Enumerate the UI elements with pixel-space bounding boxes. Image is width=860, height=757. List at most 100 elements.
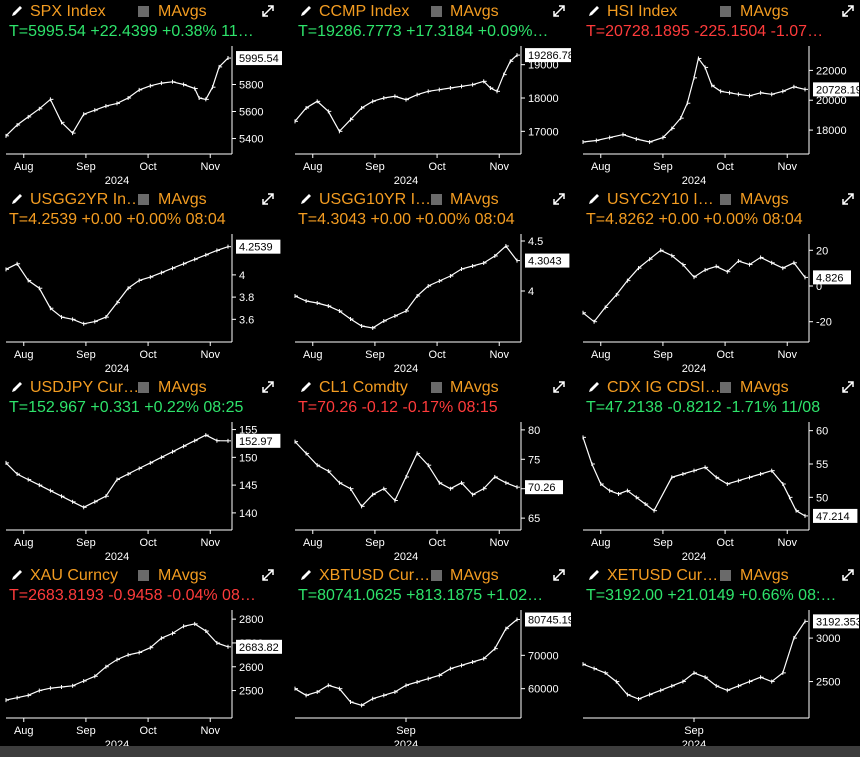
mavgs-checkbox[interactable] bbox=[431, 6, 442, 17]
chart-panel[interactable]: USGG2YR In… MAvgs T=4.2539 +0.00 +0.00% 08… bbox=[0, 190, 282, 375]
mavgs-label[interactable]: MAvgs bbox=[740, 567, 789, 584]
pencil-icon[interactable] bbox=[587, 4, 601, 18]
year-label: 2024 bbox=[105, 363, 129, 372]
chart-panel[interactable]: USDJPY Cur… MAvgs T=152.967 +0.331 +0.22% … bbox=[0, 378, 282, 563]
expand-icon[interactable] bbox=[841, 192, 855, 206]
ticker-label[interactable]: CDX IG CDSI… bbox=[607, 379, 721, 396]
pencil-icon[interactable] bbox=[299, 4, 313, 18]
panel-header: USGG2YR In… MAvgs bbox=[0, 190, 282, 210]
x-tick-label: Nov bbox=[200, 161, 220, 173]
expand-icon[interactable] bbox=[552, 380, 566, 394]
expand-icon[interactable] bbox=[552, 568, 566, 582]
mavgs-checkbox[interactable] bbox=[720, 6, 731, 17]
pencil-icon[interactable] bbox=[10, 568, 24, 582]
pencil-icon[interactable] bbox=[10, 380, 24, 394]
y-tick-label: 3.6 bbox=[239, 314, 254, 326]
year-label: 2024 bbox=[394, 175, 418, 184]
chart-panel[interactable]: USGG10YR I… MAvgs T=4.3043 +0.00 +0.00% 08… bbox=[289, 190, 571, 375]
mavgs-label[interactable]: MAvgs bbox=[158, 567, 207, 584]
expand-icon[interactable] bbox=[261, 380, 275, 394]
x-tick-label: Oct bbox=[717, 161, 734, 173]
ticker-label[interactable]: XAU Curncy bbox=[30, 567, 119, 584]
mavgs-label[interactable]: MAvgs bbox=[450, 379, 499, 396]
panel-header: USGG10YR I… MAvgs bbox=[289, 190, 571, 210]
chart-panel[interactable]: HSI Index MAvgs T=20728.1895 -225.1504 -1.… bbox=[577, 2, 859, 187]
y-tick-label: 155 bbox=[239, 425, 257, 437]
pencil-icon[interactable] bbox=[10, 192, 24, 206]
mavgs-checkbox[interactable] bbox=[138, 570, 149, 581]
mavgs-checkbox[interactable] bbox=[138, 6, 149, 17]
mavgs-checkbox[interactable] bbox=[431, 382, 442, 393]
last-price-text: 4.3043 bbox=[528, 256, 562, 268]
last-price-text: 2683.82 bbox=[239, 642, 279, 654]
last-price-box bbox=[236, 239, 281, 254]
expand-icon[interactable] bbox=[841, 4, 855, 18]
ticker-label[interactable]: USGG2YR In… bbox=[30, 191, 143, 208]
pencil-icon[interactable] bbox=[299, 192, 313, 206]
pencil-icon[interactable] bbox=[587, 380, 601, 394]
y-tick-label: 2500 bbox=[816, 677, 840, 689]
pencil-icon[interactable] bbox=[587, 192, 601, 206]
expand-icon[interactable] bbox=[552, 192, 566, 206]
price-series-line bbox=[582, 621, 806, 700]
mavgs-checkbox[interactable] bbox=[138, 194, 149, 205]
mavgs-label[interactable]: MAvgs bbox=[450, 3, 499, 20]
chart-panel[interactable]: CL1 Comdty MAvgs T=70.26 -0.12 -0.17% 08:1… bbox=[289, 378, 571, 563]
chart-panel[interactable]: CDX IG CDSI… MAvgs T=47.2138 -0.8212 -1.71… bbox=[577, 378, 859, 563]
ticker-label[interactable]: HSI Index bbox=[607, 3, 678, 20]
mavgs-label[interactable]: MAvgs bbox=[740, 3, 789, 20]
expand-icon[interactable] bbox=[841, 380, 855, 394]
mavgs-label[interactable]: MAvgs bbox=[740, 379, 789, 396]
x-tick-label: Nov bbox=[777, 537, 797, 549]
chart-panel[interactable]: USYC2Y10 I… MAvgs T=4.8262 +0.00 +0.00% 08… bbox=[577, 190, 859, 375]
x-tick-label: Sep bbox=[365, 349, 385, 361]
last-price-label: 4.2539 bbox=[236, 239, 281, 254]
expand-icon[interactable] bbox=[841, 568, 855, 582]
mavgs-label[interactable]: MAvgs bbox=[158, 3, 207, 20]
panel-header: USYC2Y10 I… MAvgs bbox=[577, 190, 859, 210]
price-series-line bbox=[294, 54, 518, 133]
ticker-label[interactable]: XBTUSD Cur… bbox=[319, 567, 431, 584]
ticker-label[interactable]: XETUSD Cur… bbox=[607, 567, 719, 584]
chart-panel[interactable]: XBTUSD Cur… MAvgs T=80741.0625 +813.1875 +… bbox=[289, 566, 571, 751]
x-tick-label: Oct bbox=[717, 349, 734, 361]
chart-panel[interactable]: XAU Curncy MAvgs T=2683.8193 -0.9458 -0.04… bbox=[0, 566, 282, 751]
price-chart: 2500260027002800AugSepOctNov20242683.82 bbox=[5, 610, 282, 748]
mavgs-checkbox[interactable] bbox=[720, 194, 731, 205]
x-tick-label: Nov bbox=[777, 349, 797, 361]
pencil-icon[interactable] bbox=[587, 568, 601, 582]
ticker-label[interactable]: USGG10YR I… bbox=[319, 191, 432, 208]
pencil-icon[interactable] bbox=[10, 4, 24, 18]
mavgs-checkbox[interactable] bbox=[138, 382, 149, 393]
mavgs-checkbox[interactable] bbox=[431, 570, 442, 581]
x-tick-label: Oct bbox=[717, 537, 734, 549]
expand-icon[interactable] bbox=[261, 192, 275, 206]
mavgs-checkbox[interactable] bbox=[431, 194, 442, 205]
quote-line: T=80741.0625 +813.1875 +1.02… bbox=[298, 587, 544, 604]
chart-panel[interactable]: SPX Index MAvgs T=5995.54 +22.4399 +0.38% … bbox=[0, 2, 282, 187]
expand-icon[interactable] bbox=[261, 4, 275, 18]
y-tick-label: 2500 bbox=[239, 686, 263, 698]
ticker-label[interactable]: USYC2Y10 I… bbox=[607, 191, 714, 208]
pencil-icon[interactable] bbox=[299, 380, 313, 394]
ticker-label[interactable]: CL1 Comdty bbox=[319, 379, 408, 396]
mavgs-label[interactable]: MAvgs bbox=[450, 191, 499, 208]
expand-icon[interactable] bbox=[261, 568, 275, 582]
mavgs-checkbox[interactable] bbox=[720, 382, 731, 393]
ticker-label[interactable]: CCMP Index bbox=[319, 3, 410, 20]
last-price-text: 4.826 bbox=[816, 272, 844, 284]
mavgs-label[interactable]: MAvgs bbox=[740, 191, 789, 208]
last-price-text: 80745.19 bbox=[528, 615, 571, 627]
chart-panel[interactable]: XETUSD Cur… MAvgs T=3192.00 +21.0149 +0.66… bbox=[577, 566, 859, 751]
year-label: 2024 bbox=[394, 739, 418, 748]
mavgs-checkbox[interactable] bbox=[720, 570, 731, 581]
pencil-icon[interactable] bbox=[299, 568, 313, 582]
x-tick-label: Oct bbox=[140, 161, 157, 173]
ticker-label[interactable]: SPX Index bbox=[30, 3, 106, 20]
ticker-label[interactable]: USDJPY Cur… bbox=[30, 379, 140, 396]
mavgs-label[interactable]: MAvgs bbox=[450, 567, 499, 584]
chart-panel[interactable]: CCMP Index MAvgs T=19286.7773 +17.3184 +0.… bbox=[289, 2, 571, 187]
expand-icon[interactable] bbox=[552, 4, 566, 18]
mavgs-label[interactable]: MAvgs bbox=[158, 379, 207, 396]
mavgs-label[interactable]: MAvgs bbox=[158, 191, 207, 208]
